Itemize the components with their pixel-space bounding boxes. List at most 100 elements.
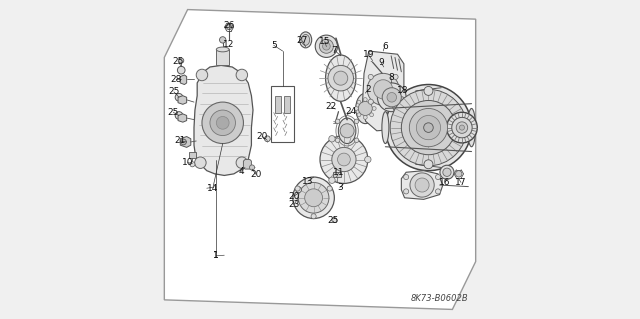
Circle shape bbox=[337, 153, 350, 166]
Text: 20: 20 bbox=[288, 192, 300, 201]
Text: 13: 13 bbox=[302, 177, 314, 186]
Bar bbox=[333, 172, 340, 177]
Circle shape bbox=[329, 177, 335, 183]
Text: 9: 9 bbox=[378, 58, 384, 67]
Text: 11: 11 bbox=[333, 168, 344, 177]
Circle shape bbox=[378, 83, 406, 112]
Text: 1: 1 bbox=[214, 251, 219, 260]
Text: 6: 6 bbox=[382, 42, 388, 51]
Circle shape bbox=[410, 108, 447, 147]
Circle shape bbox=[382, 88, 401, 107]
Circle shape bbox=[358, 101, 372, 115]
Circle shape bbox=[295, 186, 300, 191]
Text: 14: 14 bbox=[207, 184, 218, 193]
Circle shape bbox=[175, 112, 183, 119]
Circle shape bbox=[435, 189, 440, 194]
Circle shape bbox=[393, 74, 398, 79]
Ellipse shape bbox=[392, 96, 408, 114]
Circle shape bbox=[447, 112, 477, 143]
Text: 23: 23 bbox=[288, 200, 300, 209]
Text: 4: 4 bbox=[238, 167, 244, 176]
Circle shape bbox=[355, 107, 358, 110]
Circle shape bbox=[404, 174, 409, 180]
Text: 25: 25 bbox=[168, 108, 179, 117]
Polygon shape bbox=[178, 96, 187, 104]
Text: 5: 5 bbox=[271, 41, 276, 50]
Circle shape bbox=[393, 99, 398, 104]
Text: 27: 27 bbox=[297, 36, 308, 45]
Ellipse shape bbox=[216, 47, 229, 52]
Circle shape bbox=[293, 177, 334, 219]
Text: 20: 20 bbox=[250, 170, 262, 179]
Text: 25: 25 bbox=[327, 216, 339, 225]
Circle shape bbox=[328, 65, 353, 91]
Circle shape bbox=[365, 156, 371, 163]
Text: 8: 8 bbox=[388, 73, 394, 82]
Polygon shape bbox=[178, 114, 187, 122]
Circle shape bbox=[311, 214, 316, 219]
Circle shape bbox=[357, 100, 361, 104]
Circle shape bbox=[340, 124, 354, 138]
Bar bbox=[275, 96, 281, 113]
Circle shape bbox=[316, 35, 337, 57]
Circle shape bbox=[250, 165, 255, 170]
Circle shape bbox=[177, 66, 185, 74]
Circle shape bbox=[236, 157, 248, 168]
Polygon shape bbox=[362, 51, 404, 131]
Polygon shape bbox=[243, 160, 252, 169]
Text: 18: 18 bbox=[397, 86, 408, 95]
Circle shape bbox=[355, 138, 359, 143]
Polygon shape bbox=[401, 171, 443, 199]
Text: 3: 3 bbox=[337, 183, 342, 192]
Circle shape bbox=[305, 189, 323, 207]
Circle shape bbox=[175, 93, 183, 101]
Ellipse shape bbox=[326, 55, 356, 101]
Circle shape bbox=[401, 100, 456, 155]
Bar bbox=[216, 49, 229, 65]
Circle shape bbox=[460, 125, 465, 130]
Circle shape bbox=[387, 93, 397, 102]
Circle shape bbox=[335, 138, 340, 143]
Text: 1: 1 bbox=[214, 251, 219, 260]
Polygon shape bbox=[180, 137, 191, 147]
Circle shape bbox=[357, 113, 361, 117]
Circle shape bbox=[435, 174, 440, 180]
Text: 21: 21 bbox=[174, 137, 186, 145]
Circle shape bbox=[368, 74, 373, 79]
Polygon shape bbox=[194, 65, 253, 175]
Text: 16: 16 bbox=[439, 178, 451, 187]
Circle shape bbox=[216, 116, 229, 129]
Circle shape bbox=[180, 139, 186, 145]
Text: 12: 12 bbox=[223, 40, 235, 48]
Circle shape bbox=[456, 171, 462, 177]
Text: 15: 15 bbox=[319, 37, 330, 46]
Circle shape bbox=[210, 110, 236, 136]
Circle shape bbox=[332, 147, 356, 172]
Ellipse shape bbox=[301, 34, 310, 45]
Circle shape bbox=[364, 115, 367, 119]
Text: 25: 25 bbox=[168, 87, 180, 96]
Circle shape bbox=[264, 136, 270, 142]
Circle shape bbox=[368, 99, 373, 104]
Circle shape bbox=[335, 119, 340, 123]
Circle shape bbox=[332, 218, 337, 223]
Circle shape bbox=[195, 157, 206, 168]
Circle shape bbox=[385, 85, 472, 171]
Bar bbox=[284, 96, 291, 113]
Circle shape bbox=[323, 42, 330, 50]
Circle shape bbox=[374, 80, 393, 99]
Polygon shape bbox=[164, 10, 476, 309]
Circle shape bbox=[370, 100, 374, 104]
Circle shape bbox=[367, 73, 399, 105]
Ellipse shape bbox=[382, 112, 389, 144]
Circle shape bbox=[404, 189, 409, 194]
Ellipse shape bbox=[300, 32, 312, 48]
Circle shape bbox=[415, 178, 429, 192]
Circle shape bbox=[220, 37, 226, 43]
Text: 10: 10 bbox=[182, 158, 193, 167]
Ellipse shape bbox=[390, 94, 411, 116]
Circle shape bbox=[424, 123, 433, 132]
Text: 26: 26 bbox=[223, 21, 235, 30]
Bar bbox=[271, 86, 294, 142]
Circle shape bbox=[227, 25, 232, 30]
